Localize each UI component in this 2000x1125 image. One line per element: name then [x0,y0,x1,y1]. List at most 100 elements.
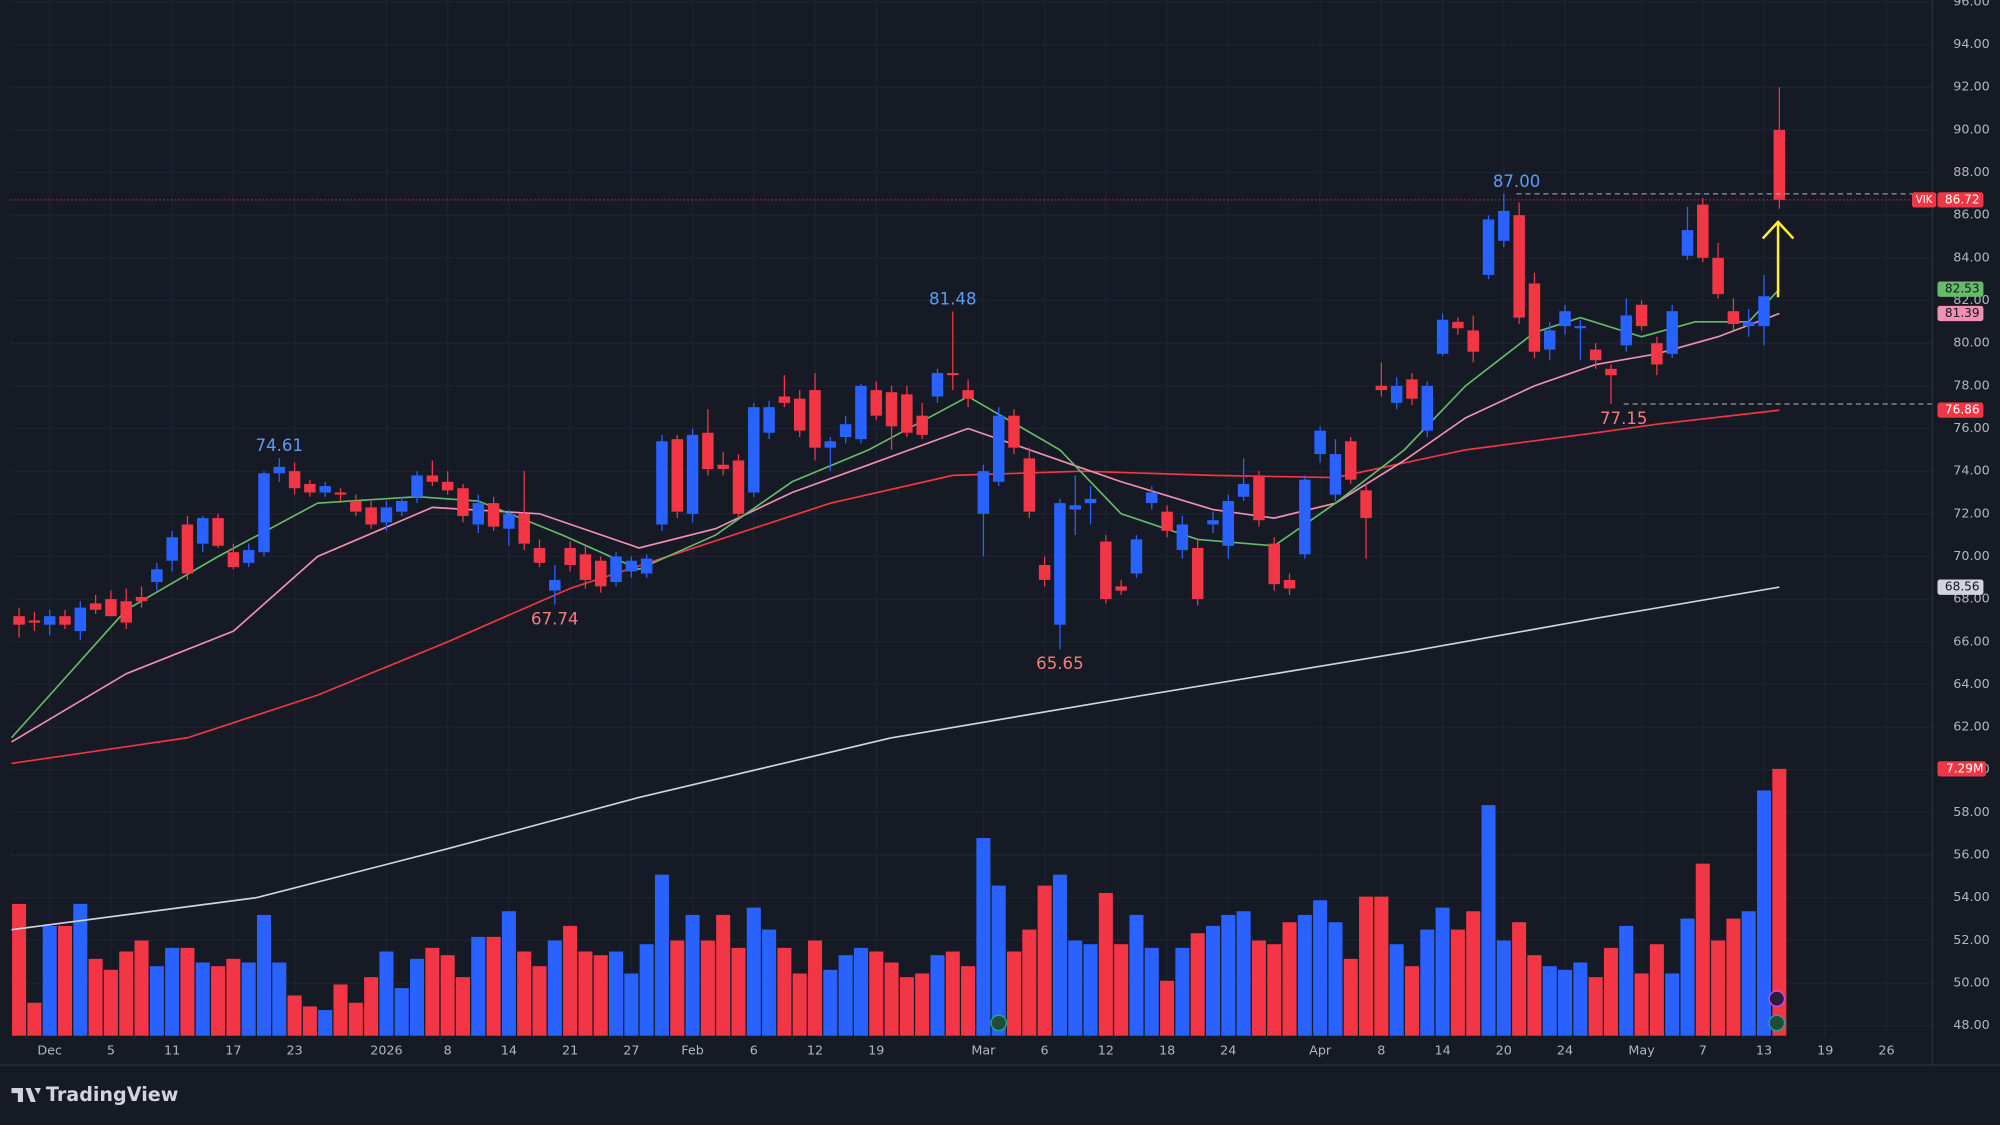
volume-bar [563,925,578,1036]
x-tick-label: 24 [1557,1044,1573,1059]
volume-bar [88,958,103,1036]
candle-body [1115,586,1127,591]
volume-bar [134,940,149,1036]
volume-bar [1068,940,1083,1036]
candle-body [1268,543,1280,585]
volume-bar [12,903,27,1036]
extreme-label: 74.61 [256,436,303,455]
candle-body [656,441,668,525]
x-tick-label: 18 [1159,1044,1175,1059]
y-tick-label: 80.00 [1953,336,1990,351]
volume-bar [318,1010,333,1036]
candle-body [334,492,347,495]
candle-body [1651,343,1663,365]
candle-body [1360,490,1372,519]
candle-body [258,473,270,553]
volume-bar [1205,925,1221,1036]
x-tick-label: 19 [868,1044,884,1059]
y-tick-label: 58.00 [1953,805,1990,820]
candle-body [89,603,102,610]
candle-body [702,432,714,470]
candle-body [288,471,301,489]
volume-bar [1022,929,1037,1036]
candle-body [870,390,882,416]
volume-bar [287,995,302,1036]
y-tick-label: 52.00 [1953,933,1990,948]
volume-bar [1282,922,1297,1036]
candle-body [549,579,561,591]
earnings-icon[interactable] [1768,1014,1786,1032]
candle-body [625,560,638,572]
x-tick-label: 2026 [370,1044,402,1059]
price-tag-label: 86.72 [1945,192,1980,206]
candle-body [1697,204,1709,258]
logo: TradingView [11,1083,178,1106]
volume-bar [884,962,899,1036]
volume-bar [57,925,73,1036]
dividend-icon[interactable] [1768,990,1786,1008]
candle-body [640,558,653,574]
candle-body [1130,539,1143,574]
logo-mark [11,1088,41,1103]
volume-bar [1160,980,1175,1036]
earnings-icon[interactable] [990,1014,1008,1032]
candle-body [166,537,178,561]
volume-bar [272,962,287,1036]
volume-bar [180,947,195,1036]
x-tick-label: 6 [1041,1044,1049,1059]
extreme-label: 77.15 [1600,409,1647,428]
y-tick-label: 50.00 [1953,976,1990,991]
candle-body [671,439,684,512]
price-tag-label: 76.86 [1945,403,1980,417]
y-tick-label: 96.00 [1953,0,1990,9]
candle-body [1574,326,1587,329]
volume-bar [1236,911,1251,1036]
ma-line [11,409,1780,765]
candle-body [472,503,485,525]
candle-body [426,475,439,482]
candle-body [1742,321,1755,327]
volume-bar [1037,885,1052,1036]
volume-bar [1190,933,1205,1036]
candle-body [809,390,821,448]
extreme-label: 81.48 [929,290,976,309]
volume-bar [42,925,57,1036]
volume-bar [670,940,685,1036]
y-tick-label: 48.00 [1953,1018,1990,1033]
y-tick-label: 74.00 [1953,464,1990,479]
volume-bar [1389,944,1404,1036]
candle-body [1100,541,1112,600]
volume-bar [1420,929,1435,1036]
volume-bar [440,955,455,1036]
volume-bar [731,947,746,1036]
x-tick-label: 11 [164,1044,180,1059]
candle-body [885,392,898,427]
candle-body [1054,503,1066,625]
volume-bar [165,947,180,1036]
y-tick-label: 78.00 [1953,378,1990,393]
candle-body [1681,230,1694,256]
volume-bar [1297,914,1312,1036]
candle-body [763,407,775,433]
candle-body [977,471,990,514]
candle-body [1727,311,1740,324]
overlays: 74.61 67.74 81.48 65.65 87.00 77.15 [10,172,1933,673]
volume-bar [1359,896,1374,1036]
candle-body [992,415,1005,482]
volume-bar [333,984,348,1036]
volume-bar [27,1002,42,1036]
y-tick-label: 70.00 [1953,549,1990,564]
y-tick-label: 66.00 [1953,634,1990,649]
event-icons [990,990,1786,1032]
volume-bar [762,929,777,1036]
candle-body [1038,564,1051,580]
volume-bar [1680,918,1695,1036]
candle-body [1253,475,1265,521]
volume-bar [792,973,807,1036]
candle-body [778,396,791,403]
volume-bar [486,936,501,1036]
x-tick-label: Feb [681,1044,704,1059]
candle-body [242,550,255,563]
candle-body [610,556,622,583]
